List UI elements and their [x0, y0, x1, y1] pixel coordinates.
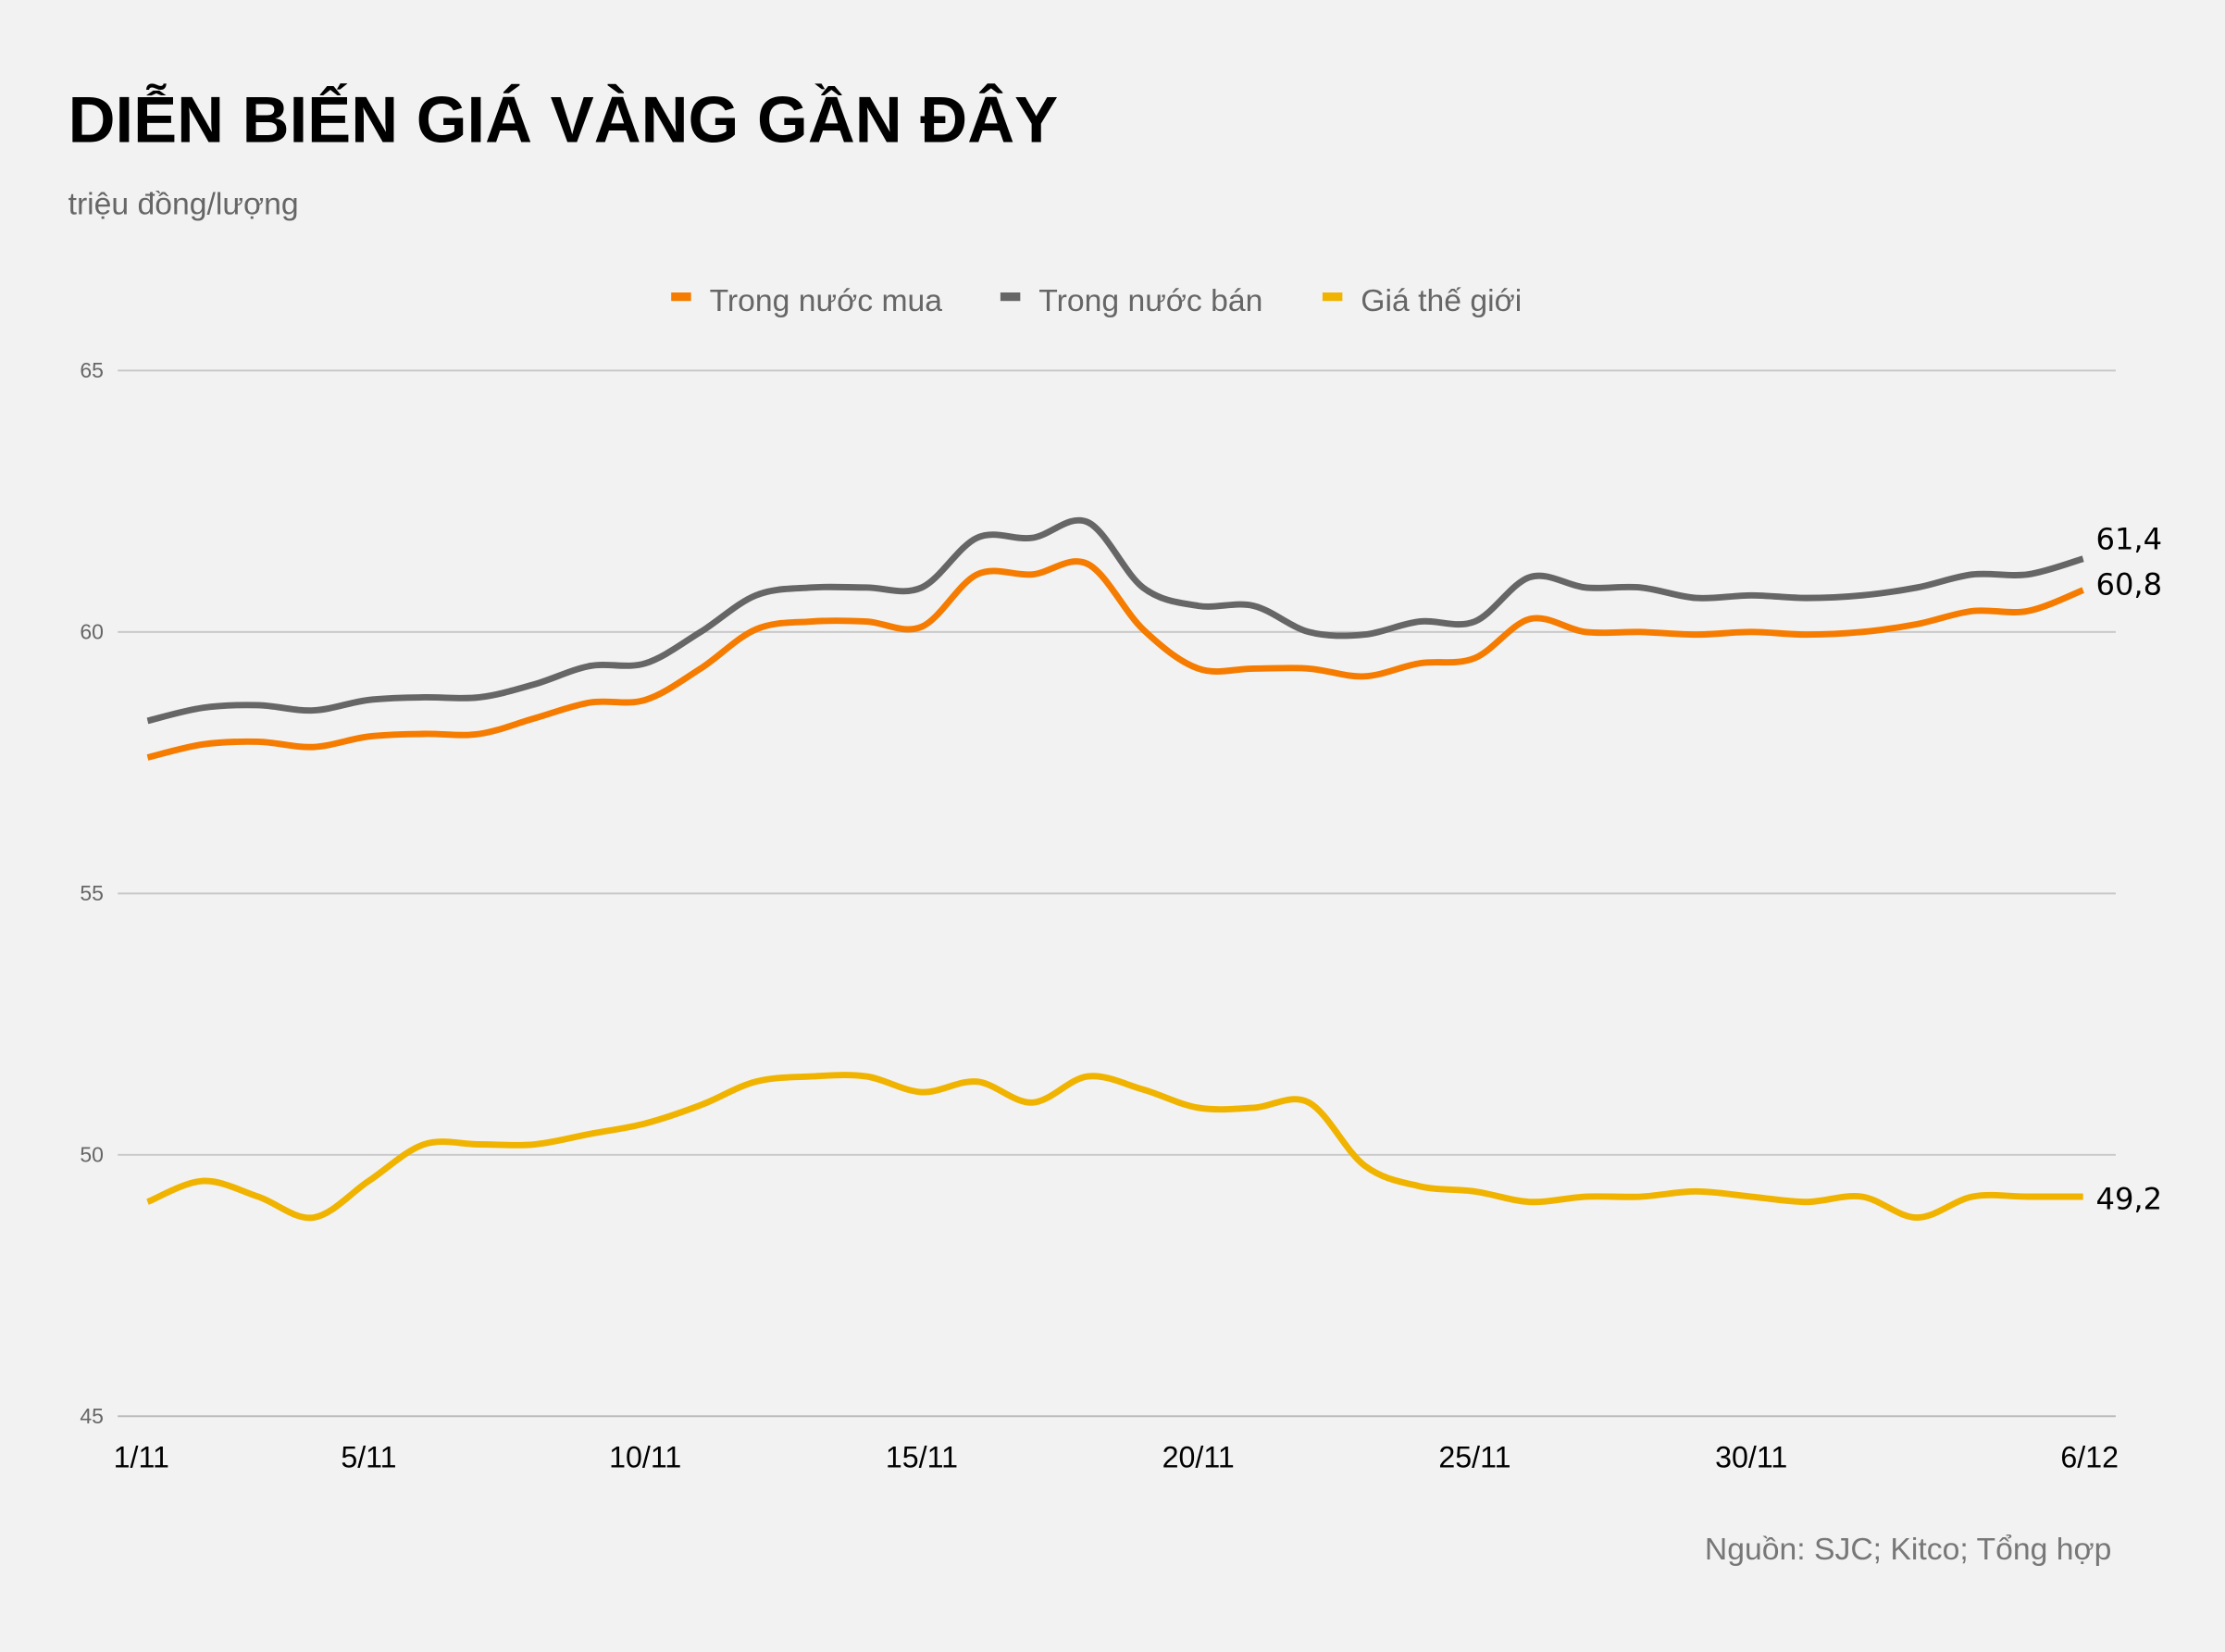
y-tick-label: 50: [80, 1142, 104, 1166]
y-tick-label: 60: [80, 620, 104, 644]
y-tick-label: 45: [80, 1404, 104, 1428]
y-axis: 45 50 55 60 65: [80, 358, 104, 1428]
end-data-label: 61,4: [2095, 522, 2162, 557]
x-tick-label: 15/11: [886, 1440, 958, 1473]
chart-title: DIỄN BIẾN GIÁ VÀNG GẦN ĐÂY: [68, 83, 1059, 156]
series-lines: 60,8 61,4 49,2: [146, 516, 2162, 1222]
legend-swatch: [671, 292, 691, 302]
x-tick-label: 5/11: [341, 1440, 396, 1473]
x-tick-label: 30/11: [1715, 1440, 1787, 1473]
x-tick-label: 10/11: [609, 1440, 681, 1473]
legend-label: Trong nước bán: [1038, 283, 1262, 318]
x-tick-label: 1/11: [114, 1440, 169, 1473]
y-tick-label: 65: [80, 358, 104, 382]
gridlines: [118, 369, 2116, 1418]
chart-subtitle: triệu đồng/lượng: [68, 187, 299, 222]
y-tick-label: 55: [80, 881, 104, 905]
legend-swatch: [1000, 292, 1021, 302]
x-tick-label: 6/12: [2060, 1440, 2119, 1473]
series-line-0: [146, 558, 2084, 761]
x-tick-label: 20/11: [1162, 1440, 1235, 1473]
series-line-2: [146, 1072, 2083, 1222]
x-axis: 1/11 5/11 10/11 15/11 20/11 25/11 30/11 6/12: [114, 1440, 2119, 1473]
legend-label: Giá thế giới: [1361, 283, 1522, 318]
legend-label: Trong nước mua: [710, 283, 943, 318]
source-note: Nguồn: SJC; Kitco; Tổng hợp: [1705, 1532, 2111, 1567]
legend-swatch: [1322, 292, 1343, 302]
legend: Trong nước mua Trong nước bán Giá thế giới: [671, 283, 1522, 318]
x-tick-label: 25/11: [1438, 1440, 1510, 1473]
series-line-1: [146, 516, 2084, 725]
end-data-label: 49,2: [2095, 1181, 2162, 1216]
end-data-label: 60,8: [2095, 567, 2162, 602]
